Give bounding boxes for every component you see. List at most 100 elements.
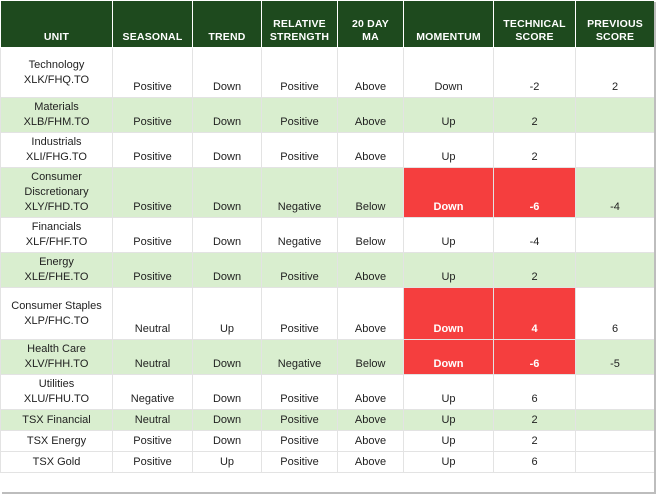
trend-cell: Up: [192, 287, 262, 340]
trend-cell: Down: [192, 167, 262, 218]
seasonal-cell: Positive: [112, 217, 193, 253]
relative-strength-cell: Positive: [261, 451, 338, 473]
relative-strength-cell: Positive: [261, 252, 338, 288]
momentum-cell: Down: [403, 287, 494, 340]
seasonal-cell: Positive: [112, 167, 193, 218]
table-row: Utilities XLU/FHU.TO Negative Down Positi…: [0, 374, 655, 410]
relative-strength-cell: Positive: [261, 47, 338, 98]
previous-score-cell: -5: [575, 339, 655, 375]
seasonal-cell: Positive: [112, 97, 193, 133]
unit-cell: Health Care XLV/FHH.TO: [0, 339, 113, 375]
unit-cell: Energy XLE/FHE.TO: [0, 252, 113, 288]
previous-score-cell: [575, 132, 655, 168]
momentum-cell: Up: [403, 97, 494, 133]
previous-score-cell: -4: [575, 167, 655, 218]
table-row: Materials XLB/FHM.TO Positive Down Positi…: [0, 97, 655, 133]
sector-technical-table: UNIT SEASONAL TREND RELATIVE STRENGTH 20 …: [0, 0, 655, 473]
ma-cell: Below: [337, 167, 404, 218]
table-row: Consumer Staples XLP/FHC.TO Neutral Up Po…: [0, 287, 655, 340]
seasonal-cell: Neutral: [112, 339, 193, 375]
relative-strength-cell: Negative: [261, 167, 338, 218]
technical-score-cell: 2: [493, 409, 576, 431]
table-row: Health Care XLV/FHH.TO Neutral Down Negat…: [0, 339, 655, 375]
technical-score-cell: 2: [493, 97, 576, 133]
ma-cell: Above: [337, 47, 404, 98]
momentum-cell: Up: [403, 132, 494, 168]
trend-cell: Down: [192, 252, 262, 288]
table-row: Financials XLF/FHF.TO Positive Down Negat…: [0, 217, 655, 253]
technical-score-cell: -2: [493, 47, 576, 98]
ma-cell: Above: [337, 451, 404, 473]
previous-score-cell: 2: [575, 47, 655, 98]
seasonal-cell: Negative: [112, 374, 193, 410]
previous-score-cell: [575, 97, 655, 133]
trend-cell: Down: [192, 339, 262, 375]
momentum-cell: Down: [403, 339, 494, 375]
unit-cell: Consumer Staples XLP/FHC.TO: [0, 287, 113, 340]
col-header-relative-strength: RELATIVE STRENGTH: [261, 0, 338, 48]
technical-score-cell: 2: [493, 430, 576, 452]
technical-score-cell: -6: [493, 167, 576, 218]
unit-cell: Industrials XLI/FHG.TO: [0, 132, 113, 168]
col-header-momentum: MOMENTUM: [403, 0, 494, 48]
momentum-cell: Up: [403, 252, 494, 288]
table-row: TSX Gold Positive Up Positive Above Up 6: [0, 451, 655, 473]
col-header-trend: TREND: [192, 0, 262, 48]
unit-cell: TSX Financial: [0, 409, 113, 431]
relative-strength-cell: Positive: [261, 409, 338, 431]
seasonal-cell: Positive: [112, 430, 193, 452]
table-row: Industrials XLI/FHG.TO Positive Down Posi…: [0, 132, 655, 168]
col-header-seasonal: SEASONAL: [112, 0, 193, 48]
relative-strength-cell: Positive: [261, 430, 338, 452]
previous-score-cell: [575, 409, 655, 431]
trend-cell: Up: [192, 451, 262, 473]
table-row: Technology XLK/FHQ.TO Positive Down Posit…: [0, 47, 655, 98]
ma-cell: Below: [337, 339, 404, 375]
momentum-cell: Up: [403, 217, 494, 253]
unit-cell: Consumer Discretionary XLY/FHD.TO: [0, 167, 113, 218]
previous-score-cell: [575, 217, 655, 253]
unit-cell: Utilities XLU/FHU.TO: [0, 374, 113, 410]
technical-score-cell: 6: [493, 374, 576, 410]
technical-score-cell: 6: [493, 451, 576, 473]
ma-cell: Below: [337, 217, 404, 253]
unit-cell: Financials XLF/FHF.TO: [0, 217, 113, 253]
ma-cell: Above: [337, 132, 404, 168]
col-header-previous-score: PREVIOUS SCORE: [575, 0, 655, 48]
trend-cell: Down: [192, 430, 262, 452]
previous-score-cell: [575, 252, 655, 288]
momentum-cell: Up: [403, 430, 494, 452]
relative-strength-cell: Negative: [261, 339, 338, 375]
technical-score-cell: -6: [493, 339, 576, 375]
seasonal-cell: Positive: [112, 132, 193, 168]
ma-cell: Above: [337, 430, 404, 452]
ma-cell: Above: [337, 287, 404, 340]
seasonal-cell: Positive: [112, 451, 193, 473]
unit-cell: Materials XLB/FHM.TO: [0, 97, 113, 133]
relative-strength-cell: Positive: [261, 287, 338, 340]
col-header-20-day-ma: 20 DAY MA: [337, 0, 404, 48]
seasonal-cell: Neutral: [112, 409, 193, 431]
momentum-cell: Up: [403, 374, 494, 410]
previous-score-cell: [575, 430, 655, 452]
previous-score-cell: 6: [575, 287, 655, 340]
previous-score-cell: [575, 451, 655, 473]
table-row: Energy XLE/FHE.TO Positive Down Positive …: [0, 252, 655, 288]
relative-strength-cell: Positive: [261, 97, 338, 133]
technical-score-cell: 2: [493, 252, 576, 288]
col-header-unit: UNIT: [0, 0, 113, 48]
ma-cell: Above: [337, 409, 404, 431]
unit-cell: TSX Gold: [0, 451, 113, 473]
table-row: Consumer Discretionary XLY/FHD.TO Positive…: [0, 167, 655, 218]
unit-cell: TSX Energy: [0, 430, 113, 452]
drop-shadow-right: [654, 2, 656, 494]
previous-score-cell: [575, 374, 655, 410]
table-row: TSX Energy Positive Down Positive Above …: [0, 430, 655, 452]
ma-cell: Above: [337, 97, 404, 133]
trend-cell: Down: [192, 409, 262, 431]
trend-cell: Down: [192, 132, 262, 168]
col-header-technical-score: TECHNICAL SCORE: [493, 0, 576, 48]
ma-cell: Above: [337, 374, 404, 410]
relative-strength-cell: Positive: [261, 132, 338, 168]
